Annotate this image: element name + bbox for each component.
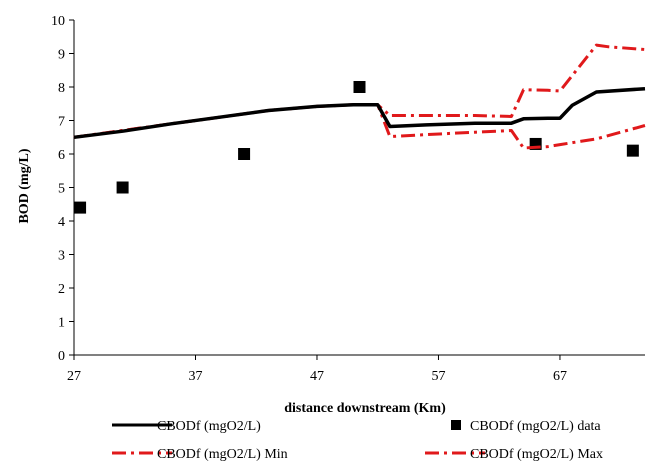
series-line-0 xyxy=(73,86,646,140)
y-tick-label: 7 xyxy=(58,115,65,130)
y-tick-label: 1 xyxy=(58,316,65,331)
x-ticks: 27 37 47 57 67 xyxy=(67,355,567,384)
legend-marker xyxy=(451,420,461,430)
x-tick-label: 27 xyxy=(67,369,81,384)
data-point-marker xyxy=(238,148,251,160)
data-point-marker xyxy=(353,81,366,93)
data-point-marker xyxy=(116,181,129,194)
y-tick-label: 5 xyxy=(58,182,65,197)
data-point-marker xyxy=(626,144,639,157)
y-tick-label: 9 xyxy=(58,48,65,63)
legend-label: CBODf (mgO2/L) Max xyxy=(470,447,603,462)
y-tick-label: 8 xyxy=(58,81,65,96)
y-axis-title: BOD (mg/L) xyxy=(17,148,32,223)
y-tick-label: 10 xyxy=(51,14,65,29)
y-tick-label: 4 xyxy=(58,215,65,230)
data-point-marker xyxy=(74,201,87,214)
y-tick-label: 0 xyxy=(58,349,65,364)
legend-label: CBODf (mgO2/L) Min xyxy=(157,447,288,462)
legend-label: CBODf (mgO2/L) xyxy=(157,419,261,434)
x-tick-label: 47 xyxy=(310,369,324,384)
legend: CBODf (mgO2/L) CBODf (mgO2/L) data CBODf (… xyxy=(112,419,603,462)
y-tick-label: 6 xyxy=(58,148,65,163)
y-tick-label: 3 xyxy=(58,249,65,264)
series-layer xyxy=(73,43,646,214)
x-tick-label: 67 xyxy=(553,369,567,384)
y-tick-label: 2 xyxy=(58,282,65,297)
x-axis-title: distance downstream (Km) xyxy=(284,401,446,416)
legend-label: CBODf (mgO2/L) data xyxy=(470,419,601,434)
y-ticks: 0 1 2 3 4 5 6 7 8 9 10 xyxy=(51,14,74,364)
axes xyxy=(73,20,645,356)
x-tick-label: 57 xyxy=(431,369,445,384)
x-tick-label: 37 xyxy=(188,369,202,384)
